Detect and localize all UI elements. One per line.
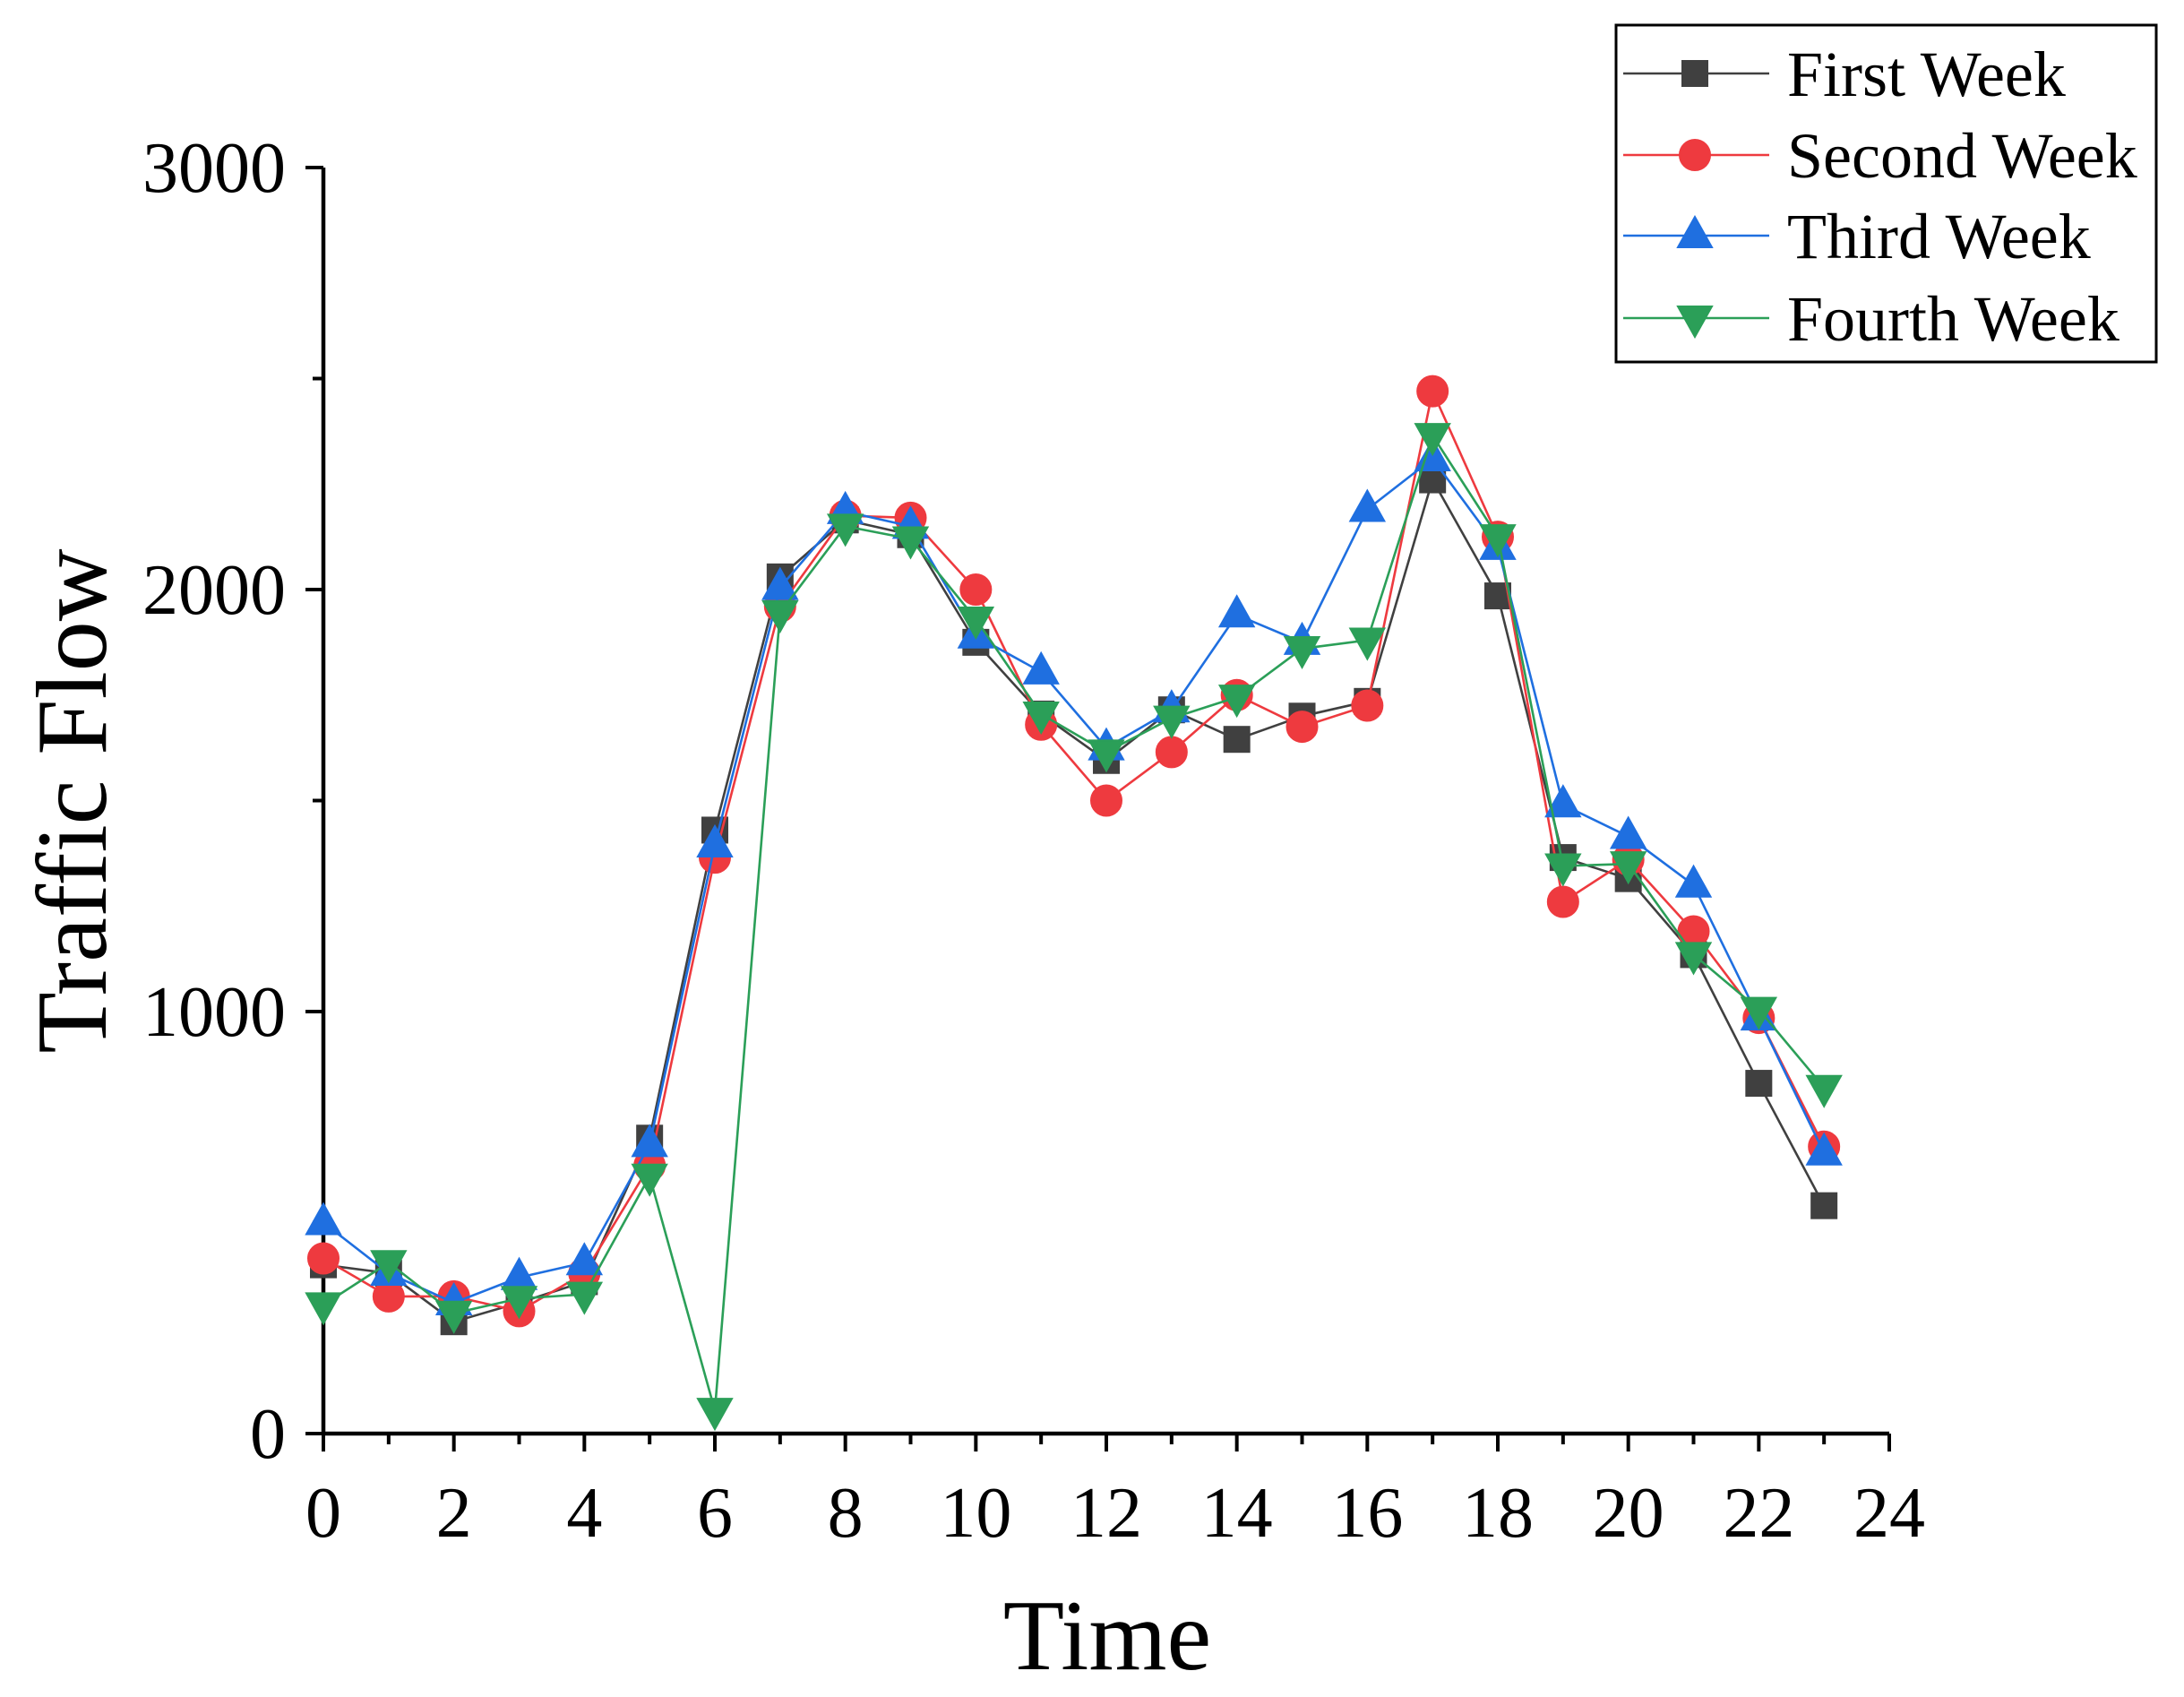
fourth-week-point bbox=[891, 526, 930, 560]
fourth-week-point bbox=[1740, 996, 1778, 1030]
fourth-week-point bbox=[434, 1300, 473, 1334]
third-week-point bbox=[1348, 488, 1387, 522]
x-tick-label: 4 bbox=[566, 1474, 602, 1553]
legend-label: First Week bbox=[1787, 39, 2066, 110]
plot-area bbox=[305, 375, 1843, 1432]
x-tick-label: 20 bbox=[1593, 1474, 1664, 1553]
second-week-point bbox=[1155, 736, 1188, 769]
third-week-point bbox=[761, 566, 799, 600]
second-week-point bbox=[1351, 689, 1384, 722]
third-week-series bbox=[305, 437, 1843, 1315]
fourth-week-point bbox=[305, 1292, 342, 1326]
legend: First Week Second Week Third Week Fourth… bbox=[1614, 23, 2158, 364]
y-tick-label: 0 bbox=[250, 1395, 286, 1474]
fourth-week-point bbox=[1414, 423, 1451, 457]
second-week-point bbox=[1416, 375, 1449, 408]
fourth-week-series bbox=[305, 423, 1843, 1432]
fourth-week-point bbox=[1217, 685, 1256, 719]
third-week-point bbox=[1022, 650, 1060, 685]
third-week-point bbox=[1674, 864, 1713, 898]
x-tick-label: 24 bbox=[1853, 1474, 1925, 1553]
second-week-point bbox=[959, 573, 993, 606]
x-axis-title: Time bbox=[1003, 1581, 1211, 1692]
first-week-line bbox=[322, 478, 1826, 1323]
legend-second-week-marker bbox=[1679, 139, 1711, 171]
fourth-week-point bbox=[500, 1286, 538, 1320]
first-week-point bbox=[1810, 1192, 1838, 1219]
fourth-week-point bbox=[1022, 701, 1060, 735]
third-week-point bbox=[1609, 815, 1647, 849]
second-week-point bbox=[1677, 915, 1710, 948]
fourth-week-point bbox=[1674, 942, 1713, 976]
x-tick-label: 0 bbox=[305, 1474, 341, 1553]
third-week-line bbox=[322, 457, 1826, 1305]
fourth-week-point bbox=[1609, 851, 1647, 885]
x-tick-label: 8 bbox=[828, 1474, 864, 1553]
first-week-series bbox=[310, 466, 1838, 1336]
fourth-week-point bbox=[1088, 739, 1125, 773]
legend-entry-first-week: First Week bbox=[1623, 39, 2066, 110]
y-axis-title: Traffic Flow bbox=[17, 548, 128, 1053]
legend-fourth-week-marker bbox=[1676, 306, 1714, 340]
x-tick-label: 12 bbox=[1071, 1474, 1142, 1553]
fourth-week-point bbox=[957, 606, 995, 641]
axis-ticks bbox=[305, 166, 1891, 1451]
legend-label: Second Week bbox=[1787, 120, 2137, 192]
x-tick-label: 14 bbox=[1201, 1474, 1273, 1553]
third-week-point bbox=[1805, 1132, 1843, 1166]
y-tick-label: 2000 bbox=[142, 551, 286, 630]
x-tick-label: 6 bbox=[697, 1474, 733, 1553]
second-week-point bbox=[307, 1242, 340, 1275]
fourth-week-point bbox=[1544, 853, 1582, 887]
y-tick-label: 3000 bbox=[142, 129, 286, 208]
legend-label: Fourth Week bbox=[1787, 283, 2120, 355]
fourth-week-point bbox=[565, 1281, 604, 1315]
second-week-point bbox=[1285, 711, 1319, 744]
x-tick-label: 16 bbox=[1331, 1474, 1403, 1553]
third-week-point bbox=[696, 823, 734, 857]
third-week-point bbox=[1217, 594, 1256, 628]
fourth-week-point bbox=[631, 1163, 668, 1197]
x-tick-label: 10 bbox=[940, 1474, 1011, 1553]
second-week-point bbox=[372, 1279, 405, 1313]
second-week-point bbox=[1546, 885, 1579, 918]
third-week-point bbox=[1544, 784, 1582, 818]
second-week-line bbox=[322, 390, 1826, 1313]
x-tick-label: 18 bbox=[1462, 1474, 1534, 1553]
legend-label: Third Week bbox=[1787, 201, 2091, 272]
third-week-point bbox=[631, 1124, 668, 1158]
legend-first-week-marker bbox=[1681, 60, 1708, 87]
fourth-week-point bbox=[1283, 635, 1321, 669]
fourth-week-point bbox=[1479, 524, 1517, 558]
fourth-week-point bbox=[370, 1250, 408, 1284]
y-tick-label: 1000 bbox=[142, 973, 286, 1052]
first-week-point bbox=[1223, 726, 1251, 754]
legend-entry-third-week: Third Week bbox=[1623, 201, 2091, 272]
second-week-point bbox=[1090, 784, 1122, 817]
first-week-point bbox=[1745, 1070, 1773, 1098]
fourth-week-point bbox=[1805, 1074, 1843, 1108]
x-tick-label: 2 bbox=[436, 1474, 472, 1553]
second-week-series bbox=[307, 375, 1841, 1328]
fourth-week-point bbox=[761, 599, 799, 633]
fourth-week-point bbox=[1153, 705, 1191, 739]
x-tick-label: 22 bbox=[1723, 1474, 1794, 1553]
legend-third-week-marker bbox=[1676, 214, 1714, 248]
fourth-week-line bbox=[322, 434, 1826, 1412]
fourth-week-point bbox=[1348, 627, 1387, 661]
third-week-point bbox=[565, 1242, 604, 1276]
legend-entry-fourth-week: Fourth Week bbox=[1623, 283, 2120, 355]
fourth-week-point bbox=[826, 513, 864, 547]
legend-entry-second-week: Second Week bbox=[1623, 120, 2137, 192]
third-week-point bbox=[305, 1202, 342, 1236]
fourth-week-point bbox=[696, 1398, 734, 1432]
